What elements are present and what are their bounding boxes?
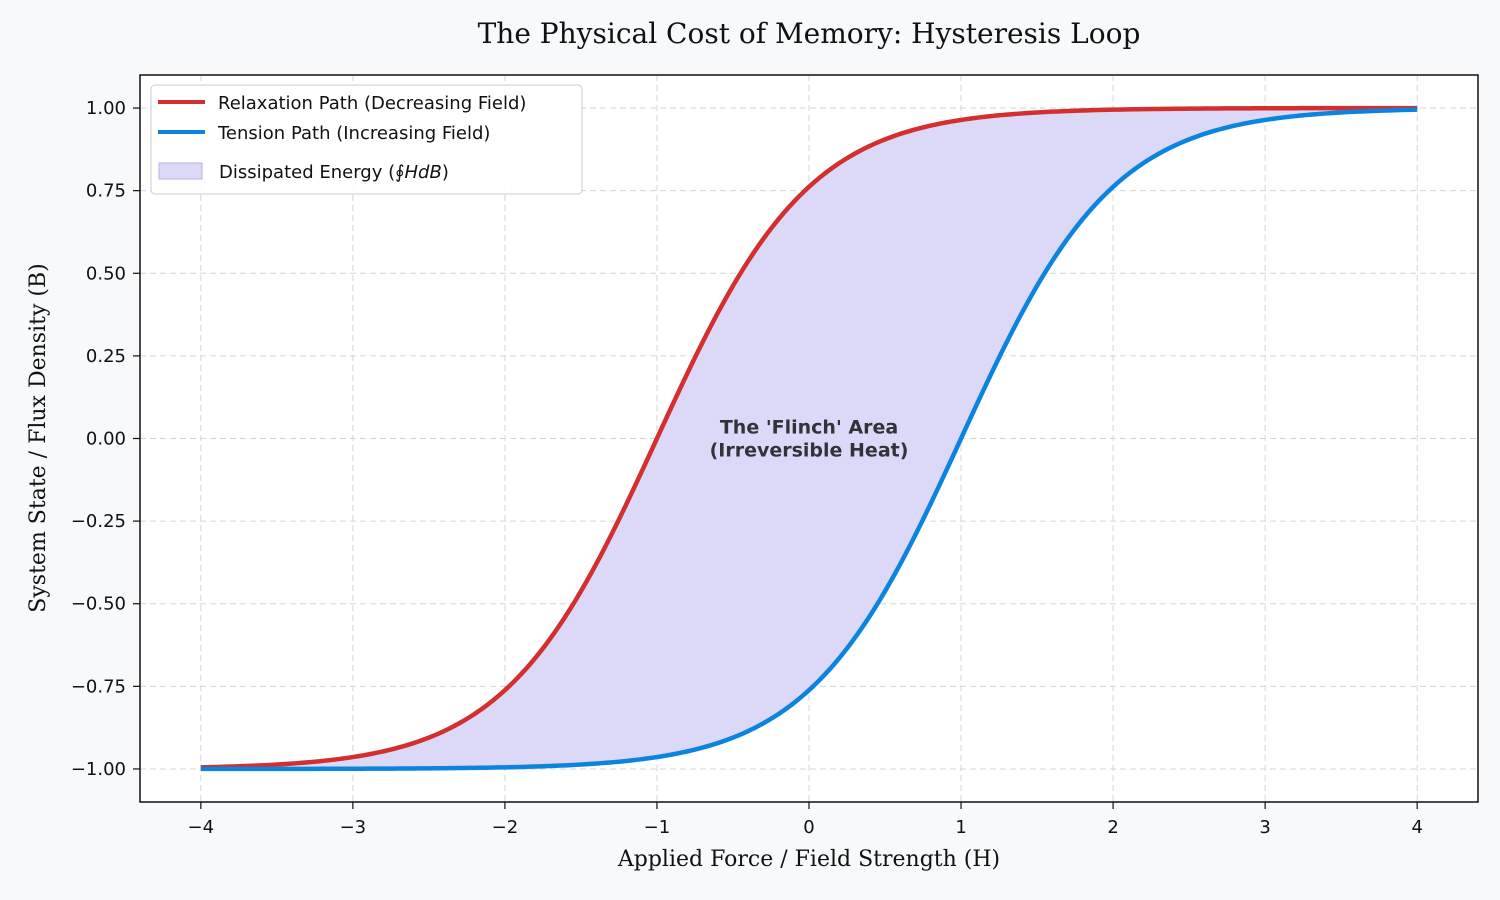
y-axis-label: System State / Flux Density (B) (26, 263, 51, 612)
x-tick-label: 1 (955, 817, 966, 838)
x-axis-label: Applied Force / Field Strength (H) (617, 847, 1000, 872)
legend: Relaxation Path (Decreasing Field) Tensi… (150, 84, 583, 195)
y-tick-label: −0.25 (71, 511, 126, 532)
y-tick-label: 1.00 (86, 98, 126, 119)
legend-label-math: ∮HdB (395, 162, 442, 183)
y-tick-label: −1.00 (71, 759, 126, 780)
tension-path-line (200, 107, 1418, 772)
dissipated-energy-area (200, 108, 1418, 769)
series-lines (200, 105, 1418, 772)
x-tick-label: −2 (492, 817, 519, 838)
legend-label-tension: Tension Path (Increasing Field) (217, 123, 490, 144)
legend-label-suffix: ) (442, 162, 449, 183)
annotation-line-1: The 'Flinch' Area (720, 417, 898, 439)
y-tick-label: −0.50 (71, 594, 126, 615)
y-tick-label: 0.50 (86, 263, 126, 284)
y-tick-label: 0.25 (86, 346, 126, 367)
chart-title: The Physical Cost of Memory: Hysteresis … (478, 17, 1141, 50)
legend-label-dissipated-energy: Dissipated Energy (∮HdB) (219, 162, 449, 183)
x-tick-label: 0 (803, 817, 814, 838)
legend-swatch-dissipated-energy (158, 162, 203, 180)
x-tick-label: −4 (188, 817, 215, 838)
x-tick-label: 3 (1259, 817, 1270, 838)
x-tick-label: 2 (1107, 817, 1118, 838)
x-tick-label: −3 (340, 817, 367, 838)
legend-label-relaxation: Relaxation Path (Decreasing Field) (218, 93, 526, 114)
axis-ticks: −4 −3 −2 −1 0 1 2 3 4 −1.00 −0.75 −0.50 −0.25 0.00 0.2… (71, 98, 1423, 838)
annotation-line-2: (Irreversible Heat) (710, 440, 909, 462)
y-tick-label: 0.00 (86, 429, 126, 450)
x-tick-label: 4 (1411, 817, 1422, 838)
relaxation-path-line (200, 105, 1418, 770)
y-tick-label: 0.75 (86, 181, 126, 202)
x-tick-label: −1 (644, 817, 671, 838)
y-tick-label: −0.75 (71, 676, 126, 697)
legend-box (150, 84, 583, 195)
dissipated-energy-fill (200, 108, 1418, 769)
legend-label-prefix: Dissipated Energy ( (219, 162, 395, 183)
